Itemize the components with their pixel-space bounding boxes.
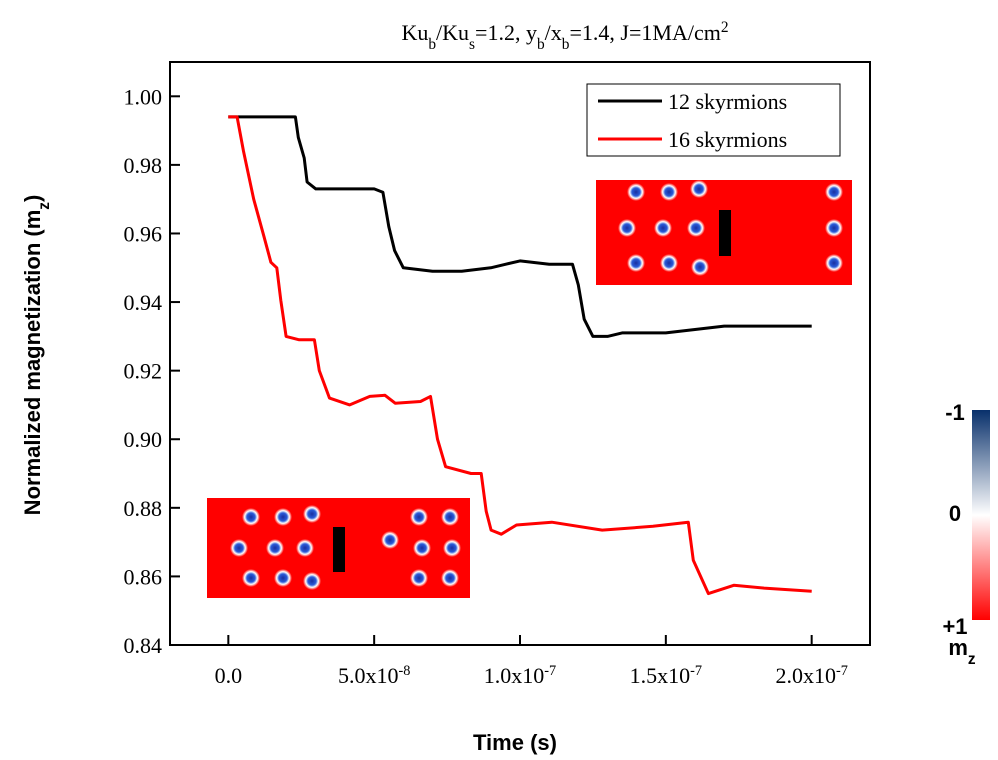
text-part: 2 (721, 19, 729, 36)
inset-16 (207, 498, 470, 598)
x-tick-label: 2.0x10-7 (775, 663, 847, 688)
y-tick-label: 0.92 (124, 359, 163, 384)
x-axis-label: Time (s) (473, 730, 557, 755)
y-tick-label: 0.94 (124, 290, 163, 315)
y-tick-label: 1.00 (124, 84, 163, 109)
text-part: Normalized magnetization (m (20, 210, 45, 516)
text-part: z (36, 202, 53, 210)
y-tick-label: 0.96 (124, 221, 163, 246)
tick-mantissa: 1.0x10 (484, 663, 545, 688)
tick-exponent: -7 (836, 663, 848, 679)
text-part: ) (20, 195, 45, 202)
colorbar (972, 410, 990, 620)
legend-label: 12 skyrmions (668, 89, 787, 114)
inset-12 (596, 180, 852, 285)
colorbar-label: mz (948, 635, 976, 668)
text-part: s (469, 36, 475, 53)
text-part: Ku (401, 20, 428, 45)
tick-mantissa: 1.5x10 (630, 663, 691, 688)
text-part: m (948, 635, 968, 660)
colorbar-tick-label: 0 (949, 501, 961, 526)
text-part: =1.2, y (475, 20, 537, 45)
legend-box (586, 83, 841, 157)
y-tick-label: 0.90 (124, 427, 163, 452)
y-tick-label: 0.98 (124, 153, 163, 178)
series-line (228, 115, 812, 596)
series-line (228, 115, 812, 338)
chart-title: Kub/Kus=1.2, yb/xb=1.4, J=1MA/cm2 (401, 19, 728, 53)
text-part: b (428, 36, 436, 53)
tick-exponent: -8 (398, 663, 410, 679)
legend-label: 16 skyrmions (668, 127, 787, 152)
tick-exponent: -7 (690, 663, 702, 679)
tick-mantissa: 0.0 (215, 663, 243, 688)
tick-exponent: -7 (544, 663, 556, 679)
text-part: =1.4, J=1MA/cm (570, 20, 721, 45)
y-tick-label: 0.84 (124, 633, 163, 658)
text-part: b (562, 36, 570, 53)
text-part: b (537, 36, 545, 53)
text-part: z (968, 651, 976, 668)
text-part: /x (545, 20, 562, 45)
x-tick-label: 0.0 (215, 663, 243, 688)
text-part: /Ku (436, 20, 469, 45)
tick-mantissa: 2.0x10 (775, 663, 836, 688)
x-tick-label: 1.0x10-7 (484, 663, 556, 688)
colorbar-tick-label: +1 (942, 614, 967, 639)
y-tick-label: 0.86 (124, 564, 163, 589)
colorbar-tick-label: -1 (945, 400, 965, 425)
y-axis-label: Normalized magnetization (mz) (20, 195, 53, 516)
x-tick-label: 5.0x10-8 (338, 663, 410, 688)
y-tick-label: 0.88 (124, 496, 163, 521)
tick-mantissa: 5.0x10 (338, 663, 399, 688)
x-tick-label: 1.5x10-7 (630, 663, 702, 688)
